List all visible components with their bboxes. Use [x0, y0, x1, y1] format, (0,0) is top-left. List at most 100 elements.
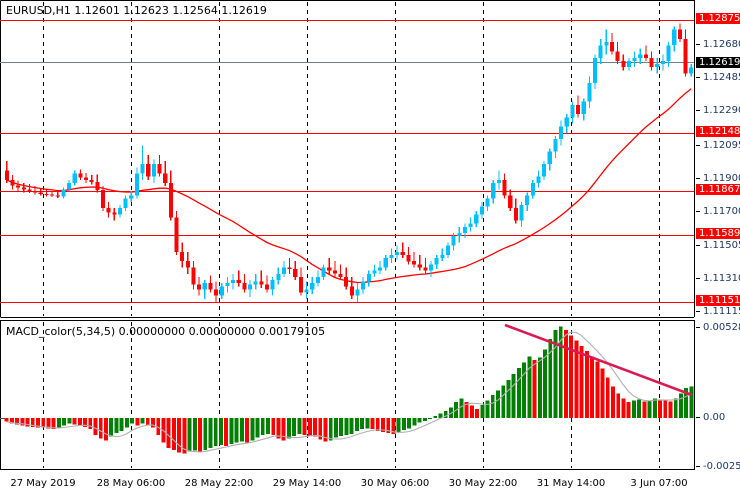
candle — [38, 188, 43, 196]
axis-tick — [696, 417, 700, 418]
macd-chart-canvas[interactable] — [0, 320, 740, 473]
macd-indicator-panel[interactable] — [0, 320, 740, 473]
candle — [129, 190, 134, 202]
price-axis-label: 1.11505 — [703, 240, 740, 251]
candle — [123, 195, 128, 212]
macd-bar — [506, 380, 511, 418]
macd-bar — [464, 402, 469, 418]
candle — [242, 273, 247, 293]
macd-bar — [407, 418, 412, 429]
candle — [21, 183, 26, 193]
macd-bar — [354, 418, 359, 432]
candle — [146, 154, 151, 180]
macd-bar — [574, 340, 579, 418]
candle — [361, 276, 366, 295]
candle — [395, 245, 400, 260]
axis-tick — [696, 44, 700, 45]
candle — [191, 261, 196, 290]
macd-bar — [219, 418, 223, 446]
candle — [231, 273, 236, 290]
macd-bar — [496, 390, 500, 418]
candle — [89, 175, 94, 185]
macd-axis-label: 0.0052859 — [703, 322, 740, 333]
macd-bar — [532, 359, 537, 418]
macd-bar — [475, 409, 479, 418]
macd-bar — [41, 418, 46, 428]
candle — [117, 204, 122, 218]
candle — [84, 172, 89, 183]
candle — [389, 248, 394, 263]
macd-bar — [679, 393, 683, 418]
macd-bar — [151, 418, 155, 428]
axis-tick — [696, 145, 700, 146]
candle — [174, 211, 179, 255]
macd-bar — [266, 418, 270, 434]
candle — [236, 270, 241, 287]
macd-bar — [381, 418, 385, 432]
candle — [321, 264, 326, 280]
candle — [525, 192, 530, 212]
macd-bar — [46, 418, 51, 429]
macd-bar — [203, 418, 208, 450]
candle — [383, 255, 388, 271]
macd-bar — [328, 418, 333, 441]
macd-bar — [302, 418, 307, 435]
candle — [672, 26, 677, 52]
macd-bar — [166, 418, 171, 448]
price-chart-canvas[interactable] — [0, 0, 740, 318]
macd-bar — [9, 418, 14, 424]
candle — [451, 233, 456, 251]
macd-bar — [172, 418, 176, 450]
candle — [100, 186, 105, 212]
macd-bar — [281, 418, 286, 441]
macd-bar — [396, 418, 401, 432]
macd-bar — [25, 418, 30, 427]
price-axis-label: 1.11900 — [703, 173, 740, 184]
macd-trendline[interactable] — [504, 323, 693, 397]
candle — [185, 251, 190, 274]
candle — [50, 190, 55, 198]
macd-bar — [51, 418, 56, 429]
macd-bar — [30, 418, 35, 427]
macd-bar — [135, 418, 140, 426]
macd-bar — [213, 418, 218, 446]
macd-bar — [130, 418, 134, 424]
time-axis-label: 30 May 06:00 — [360, 478, 430, 489]
candle — [689, 64, 694, 77]
price-axis-label: 1.12148 — [696, 126, 740, 137]
candle — [581, 98, 586, 121]
macd-bar — [140, 418, 145, 424]
macd-bar — [182, 418, 187, 454]
macd-bar — [255, 418, 260, 438]
macd-bar — [616, 393, 621, 418]
candle — [214, 281, 219, 302]
candle — [202, 280, 207, 299]
macd-bar — [145, 418, 150, 426]
candle — [474, 211, 479, 227]
macd-indicator-header: MACD_color(5,34,5) 0.00000000 0.00000000… — [6, 325, 326, 338]
macd-bar — [156, 418, 161, 435]
price-chart-panel[interactable] — [0, 0, 740, 318]
macd-bar — [234, 418, 239, 443]
macd-bar — [590, 356, 594, 418]
macd-bar — [449, 407, 453, 418]
macd-bar — [626, 402, 631, 418]
candle — [457, 226, 462, 243]
macd-bar — [652, 398, 657, 418]
candle — [547, 148, 552, 171]
candle — [536, 170, 541, 188]
macd-bar — [386, 418, 391, 433]
macd-bar — [360, 418, 364, 430]
price-axis-label: 1.12485 — [703, 72, 740, 83]
macd-bar — [88, 418, 93, 430]
candle — [304, 281, 309, 299]
candle — [327, 258, 332, 274]
macd-bar — [72, 418, 77, 425]
candle — [530, 179, 535, 199]
axis-tick — [696, 311, 700, 312]
candle — [649, 51, 654, 71]
candle — [366, 270, 371, 287]
macd-bar — [344, 418, 349, 435]
macd-bar — [673, 398, 678, 418]
macd-bar — [124, 418, 129, 428]
